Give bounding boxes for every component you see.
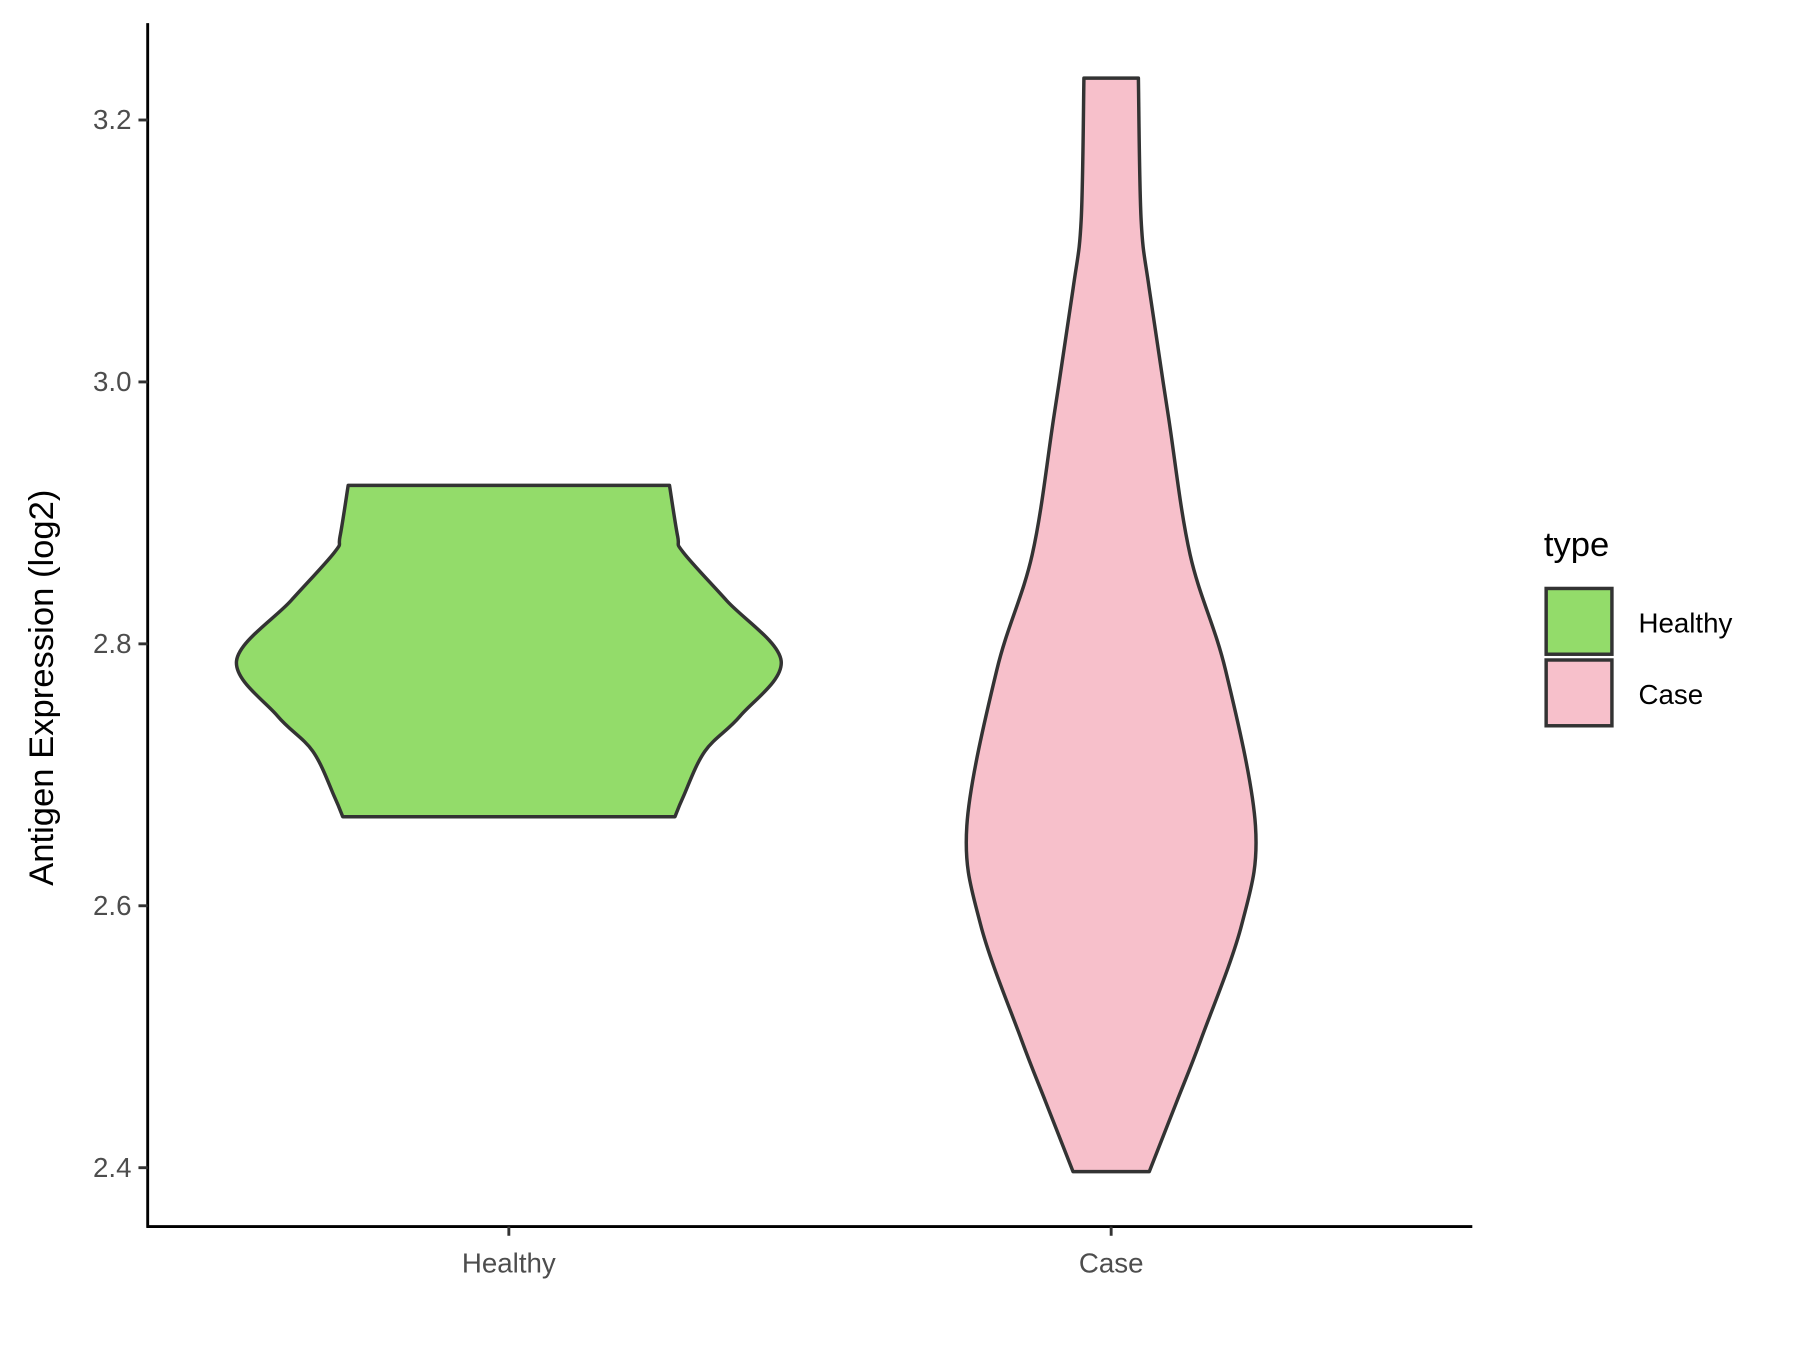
y-tick-label: 2.6 <box>93 890 132 921</box>
y-tick-label: 3.2 <box>93 104 132 135</box>
legend-label: Case <box>1638 679 1703 710</box>
x-tick-label: Healthy <box>462 1248 556 1279</box>
violin-case <box>964 76 1258 1174</box>
y-tick-label: 2.8 <box>93 628 132 659</box>
legend-swatch-case <box>1544 658 1614 728</box>
y-tick-label: 3.0 <box>93 366 132 397</box>
y-tick-label: 2.4 <box>93 1152 132 1183</box>
legend-label: Healthy <box>1638 607 1732 638</box>
violin-healthy <box>234 483 783 819</box>
legend-swatch-healthy <box>1544 586 1614 656</box>
x-tick-label: Case <box>1079 1248 1144 1279</box>
y-axis-title: Antigen Expression (log2) <box>23 490 61 886</box>
legend-title: type <box>1544 526 1609 564</box>
